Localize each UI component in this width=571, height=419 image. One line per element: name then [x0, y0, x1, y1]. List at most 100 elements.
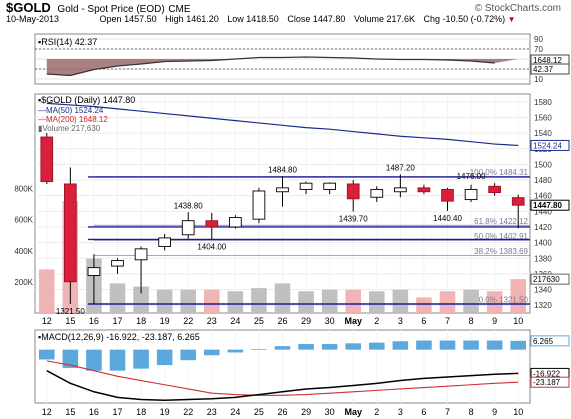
volume-bar: [274, 283, 291, 313]
price-x-label: 22: [183, 316, 193, 326]
price-panel: 1320134013601380140014201440146014801500…: [14, 93, 570, 326]
price-tick-label: 1580: [534, 98, 552, 107]
chg-value: -10.50 (-0.72%): [442, 14, 506, 24]
volume-bar: [180, 289, 196, 313]
rsi-tick-label: 90: [534, 35, 543, 44]
volume-bar: [204, 289, 220, 313]
macd-x-label: 29: [301, 407, 311, 417]
macd-last-label: -23.187: [533, 378, 561, 387]
macd-histogram-bar: [298, 344, 314, 350]
last-price-box: [530, 199, 570, 211]
macd-x-label: 18: [136, 407, 146, 417]
macd-x-label: 3: [398, 407, 403, 417]
price-x-label: 29: [301, 316, 311, 326]
macd-histogram-bar: [439, 340, 456, 350]
price-tick-label: 1540: [534, 129, 552, 138]
macd-histogram-bar: [416, 340, 432, 350]
volume-bar: [109, 283, 126, 313]
volume-bar: [298, 291, 314, 313]
volume-bar: [486, 291, 503, 313]
macd-x-label: 2: [374, 407, 379, 417]
macd-histogram-bar: [251, 348, 267, 350]
price-tick-label: 1380: [534, 254, 552, 263]
macd-histogram-bar: [321, 344, 338, 350]
price-x-label: 8: [469, 316, 474, 326]
macd-last-label: 6.265: [533, 337, 554, 346]
price-x-label: 12: [42, 316, 52, 326]
volume-last-box: [530, 273, 570, 285]
price-annotation: 1487.20: [386, 163, 415, 172]
candle-body: [276, 187, 289, 193]
last-price-label: 1447.80: [533, 201, 562, 210]
price-x-label: 3: [398, 316, 403, 326]
chg-label: Chg: [423, 14, 441, 24]
candle-body: [464, 188, 478, 201]
price-x-label: 30: [325, 316, 335, 326]
ma50-last-label: 1524.24: [533, 141, 562, 150]
price-tick-label: 1420: [534, 223, 552, 232]
volume-tick-label: 400K: [14, 247, 33, 256]
price-annotation: 1476.00: [457, 172, 486, 181]
rsi-last-box: [530, 63, 570, 75]
macd-histogram-bar: [39, 349, 55, 360]
volume-label: Volume: [353, 14, 384, 24]
macd-histogram-bar: [133, 349, 149, 369]
macd-histogram-bar: [392, 341, 409, 350]
instrument-name: Gold - Spot Price (EOD): [57, 4, 165, 15]
macd-histogram-bar: [109, 349, 126, 371]
price-x-label: 19: [160, 316, 170, 326]
price-x-label: May: [344, 316, 362, 326]
price-tick-label: 1560: [534, 113, 552, 122]
volume-bar: [392, 289, 409, 313]
macd-x-label: 9: [492, 407, 497, 417]
price-x-label: 23: [207, 316, 217, 326]
candle-body: [346, 183, 360, 200]
macd-histogram-bar: [156, 349, 173, 366]
volume-bar: [345, 289, 361, 313]
macd-x-label: 24: [230, 407, 240, 417]
macd-histogram-bar: [274, 346, 291, 350]
price-tick-label: 1460: [534, 192, 552, 201]
open-label: Open: [99, 14, 122, 24]
rsi-ref-label: 1648.12: [533, 56, 562, 65]
volume-bar: [156, 289, 173, 313]
price-tick-label: 1340: [534, 286, 552, 295]
price-x-label: 2: [374, 316, 379, 326]
symbol: $GOLD: [6, 0, 51, 15]
rsi-line: [46, 56, 495, 77]
price-annotation: 1440.40: [433, 214, 462, 223]
macd-histogram-bar: [486, 340, 503, 350]
candle-body: [181, 220, 195, 236]
macd-x-label: 25: [254, 407, 264, 417]
price-x-label: 24: [230, 316, 240, 326]
volume-bar: [416, 297, 432, 313]
candle-body: [488, 185, 501, 194]
symbol-title: $GOLD Gold - Spot Price (EOD) CME: [6, 0, 191, 15]
macd-x-label: May: [344, 407, 362, 417]
price-annotation: 1321.50: [56, 307, 85, 316]
candle-body: [441, 188, 454, 202]
macd-histogram-bar: [369, 342, 385, 350]
candle-body: [229, 217, 242, 228]
volume-tick-label: 600K: [14, 216, 33, 225]
price-x-label: 15: [65, 316, 75, 326]
macd-x-label: 6: [421, 407, 426, 417]
low-value: 1418.50: [246, 14, 279, 24]
ma200-legend: —MA(200) 1648.12: [38, 115, 108, 124]
candle-body: [252, 190, 266, 220]
price-tick-label: 1320: [534, 301, 552, 310]
candle-body: [87, 267, 101, 276]
price-annotation: 1404.00: [197, 242, 226, 251]
price-tick-label: 1440: [534, 207, 552, 216]
candle-body: [111, 260, 124, 267]
watermark: © StockCharts.com: [474, 3, 561, 14]
close-label: Close: [287, 14, 311, 24]
volume-bar: [227, 291, 244, 313]
macd-last-label: -16.922: [533, 369, 561, 378]
price-x-label: 6: [421, 316, 426, 326]
price-tick-label: 1500: [534, 160, 552, 169]
macd-histogram-bar: [510, 340, 526, 350]
price-x-label: 26: [277, 316, 287, 326]
macd-x-label: 7: [445, 407, 450, 417]
